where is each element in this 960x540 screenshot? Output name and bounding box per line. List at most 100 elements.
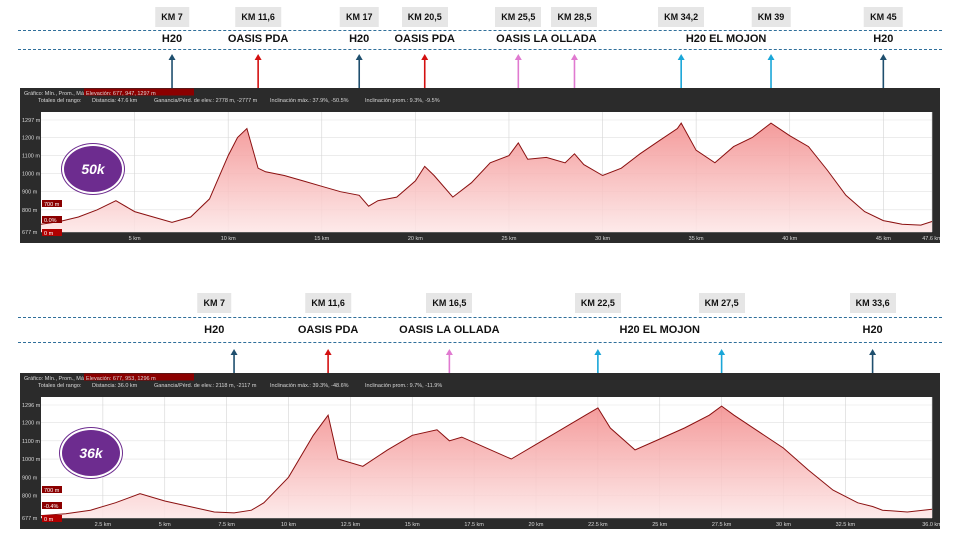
elevation-line [40,405,933,517]
y-tick-label: 800 m [22,208,38,214]
x-tick-label: 10 km [221,236,236,242]
x-tick-label: 20 km [529,522,544,528]
x-tick-label: 17.5 km [464,522,484,528]
aid-station-label: OASIS PDA [227,33,289,45]
elevation-profile-36k: Gráfico: Mín., Prom., Máx.: Elevación: 67… [20,373,942,529]
distance-badge-label: 36k [79,445,103,461]
range-label: 0.0% [44,218,57,224]
km-marker-badge: KM 28,5 [551,7,598,27]
dashed-divider-bottom [18,342,942,343]
range-label: -0.4% [44,504,58,510]
x-tick-label: 22.5 km [588,522,608,528]
race-36k-panel: KM 7 KM 11,6 KM 16,5 KM 22,5 KM 27,5 KM 33,6 … [0,287,960,540]
elevation-area [41,123,932,232]
km-marker-badge: KM 20,5 [401,7,448,27]
x-tick-label: 5 km [129,236,141,242]
y-tick-label: 677 m [22,230,38,236]
aid-station-label: H20 [349,33,370,45]
distance-badge-36k: 36k [60,428,122,478]
x-tick-label: 15 km [405,522,420,528]
info-text: Gráfico: Mín., Prom., Máx.: [24,376,90,382]
x-tick-label: 30 km [595,236,610,242]
info-text: Totales del rango: [38,98,82,104]
info-text: Inclinación máx.: 37.9%, -50.5% [270,98,349,104]
aid-station-label: OASIS PDA [297,324,359,336]
km-marker-badge: KM 34,2 [658,7,705,27]
x-tick-label: 35 km [689,236,704,242]
info-text: Inclinación prom.: 9.7%, -11.9% [365,383,442,389]
range-label: 700 m [44,488,60,494]
x-tick-label: 15 km [314,236,329,242]
info-text: Ganancia/Pérd. de elev.: 2778 m, -2777 m [154,98,258,104]
dashed-divider-bottom [18,49,942,50]
km-marker-badge: KM 39 [751,7,791,27]
distance-badge-label: 50k [81,161,105,177]
x-tick-label: 36.0 km [922,522,940,528]
aid-station-label: H20 [204,324,225,336]
distance-badge-50k: 50k [62,144,124,194]
aid-station-label: H20 [161,33,183,45]
aid-station-label: H20 EL MOJON [619,324,701,336]
km-marker-badge: KM 11,6 [305,293,351,313]
range-label: 0 m [44,231,54,237]
info-text: Totales del rango: [38,383,82,389]
x-tick-label: 32.5 km [836,522,856,528]
km-marker-badge: KM 33,6 [849,293,896,313]
y-tick-label: 1297 m [22,118,41,124]
range-label: 0 m [44,517,54,523]
elevation-area [41,406,932,518]
aid-station-label: H20 [873,33,894,45]
y-tick-label: 1296 m [22,403,41,409]
km-marker-badge: KM 25,5 [495,7,542,27]
info-text: Ganancia/Pérd. de elev.: 2118 m, -2117 m [154,383,257,389]
race-50k-panel: KM 7 KM 11,6 KM 17 KM 20,5 KM 25,5 KM 28,5 KM … [0,0,960,250]
aid-station-label: H20 EL MOJON [685,33,767,45]
y-tick-label: 900 m [22,190,38,196]
km-marker-badge: KM 7 [155,7,189,27]
x-tick-label: 20 km [408,236,423,242]
y-tick-label: 900 m [22,475,38,481]
info-text: Inclinación prom.: 9.3%, -9.5% [365,98,440,104]
y-tick-label: 1000 m [22,457,41,463]
km-marker-badge: KM 22,5 [574,293,621,313]
km-marker-badge: KM 45 [864,7,903,27]
y-tick-label: 1000 m [22,172,41,178]
x-tick-label: 10 km [281,522,296,528]
info-text: Elevación: 677, 947, 1297 m [86,91,156,97]
x-tick-label: 25 km [652,522,667,528]
aid-station-label: OASIS LA OLLADA [496,33,597,45]
elevation-line [40,122,933,226]
aid-station-label: OASIS LA OLLADA [399,324,500,336]
aid-station-label: OASIS PDA [394,33,455,45]
x-tick-label: 7.5 km [218,522,235,528]
info-text: Inclinación máx.: 39.3%, -48.6% [270,383,349,389]
km-marker-badge: KM 11,6 [235,7,281,27]
x-tick-label: 5 km [159,522,171,528]
info-text: Distancia: 47.6 km [92,98,138,104]
y-tick-label: 800 m [22,494,38,500]
info-text: Distancia: 36.0 km [92,383,138,389]
y-tick-label: 677 m [22,516,38,522]
dashed-divider-top [18,30,942,31]
x-tick-label: 47.6 km [922,236,940,242]
range-label: 700 m [44,202,60,208]
x-tick-label: 27.5 km [712,522,732,528]
x-tick-label: 25 km [501,236,516,242]
aid-station-label: H20 [862,324,883,336]
y-tick-label: 1100 m [22,439,40,445]
x-tick-label: 45 km [876,236,891,242]
km-marker-badge: KM 27,5 [698,293,745,313]
km-marker-badge: KM 16,5 [426,293,473,313]
info-text: Elevación: 677, 953, 1296 m [86,376,156,382]
km-marker-badge: KM 17 [339,7,379,27]
x-tick-label: 12.5 km [341,522,361,528]
y-tick-label: 1100 m [22,154,40,160]
y-tick-label: 1200 m [22,421,41,427]
x-tick-label: 30 km [776,522,791,528]
y-tick-label: 1200 m [22,136,41,142]
elevation-profile-50k: Gráfico: Mín., Prom., Máx.: Elevación: 67… [20,88,942,243]
km-marker-badge: KM 7 [197,293,232,313]
x-tick-label: 40 km [782,236,797,242]
x-tick-label: 2.5 km [95,522,112,528]
info-text: Gráfico: Mín., Prom., Máx.: [24,91,90,97]
